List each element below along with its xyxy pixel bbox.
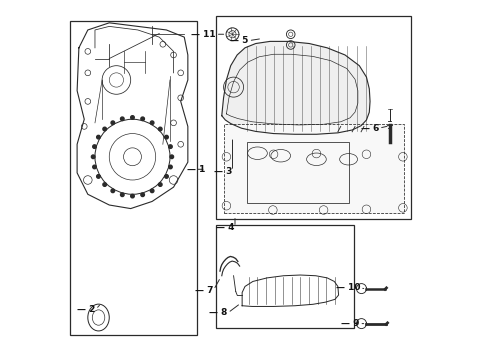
Bar <box>223 124 404 213</box>
Text: — 8: — 8 <box>210 309 228 318</box>
Circle shape <box>103 183 106 186</box>
Text: — 7: — 7 <box>195 285 214 294</box>
Circle shape <box>111 189 115 193</box>
Circle shape <box>150 189 154 193</box>
Circle shape <box>169 145 172 148</box>
Circle shape <box>165 135 168 139</box>
Text: — 3: — 3 <box>214 167 232 176</box>
Polygon shape <box>222 41 370 134</box>
Circle shape <box>103 127 106 131</box>
Circle shape <box>97 135 100 139</box>
Circle shape <box>150 121 154 125</box>
Circle shape <box>92 155 95 158</box>
Bar <box>70 21 197 336</box>
Circle shape <box>93 145 97 148</box>
Circle shape <box>169 165 172 169</box>
Circle shape <box>141 117 145 121</box>
Text: — 2: — 2 <box>77 305 96 314</box>
Circle shape <box>170 155 173 158</box>
Circle shape <box>93 165 97 169</box>
Circle shape <box>158 127 162 131</box>
Text: — 9: — 9 <box>341 319 359 328</box>
Bar <box>217 225 354 328</box>
Bar <box>217 16 411 219</box>
Text: — 1: — 1 <box>187 165 206 174</box>
Circle shape <box>141 193 145 197</box>
Circle shape <box>121 117 124 121</box>
Circle shape <box>131 194 134 198</box>
Circle shape <box>111 121 115 125</box>
Text: — 4: — 4 <box>217 222 235 231</box>
Circle shape <box>165 175 168 178</box>
Circle shape <box>97 175 100 178</box>
Text: — 11: — 11 <box>191 30 216 39</box>
Text: — 10: — 10 <box>336 283 360 292</box>
Text: — 5: — 5 <box>230 36 248 45</box>
Circle shape <box>121 193 124 197</box>
Bar <box>247 143 348 203</box>
Text: — 6: — 6 <box>361 124 379 133</box>
Circle shape <box>131 116 134 119</box>
Circle shape <box>158 183 162 186</box>
